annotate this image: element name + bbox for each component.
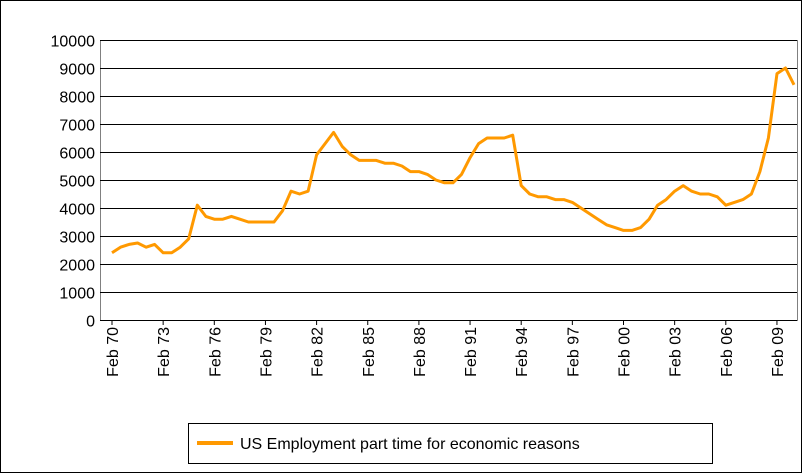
data-line: [111, 66, 796, 255]
y-tick-label: 5000: [59, 174, 95, 191]
x-tick-label: Feb 91: [463, 327, 480, 377]
y-tick-label: 8000: [59, 90, 95, 107]
x-tick-label: Feb 70: [105, 327, 122, 377]
x-tick-label: Feb 85: [361, 327, 378, 377]
x-tick-label: Feb 94: [514, 327, 531, 377]
x-tick-label: Feb 79: [258, 327, 275, 377]
y-tick-label: 3000: [59, 230, 95, 247]
x-tick-label: Feb 73: [156, 327, 173, 377]
x-tick-label: Feb 06: [719, 327, 736, 377]
legend-label: US Employment part time for economic rea…: [240, 436, 580, 453]
y-tick-label: 1000: [59, 286, 95, 303]
x-tick-label: Feb 09: [770, 327, 787, 377]
y-tick-label: 10000: [51, 34, 96, 51]
y-tick-label: 4000: [59, 202, 95, 219]
x-tick-label: Feb 76: [207, 327, 224, 377]
x-tick-label: Feb 97: [565, 327, 582, 377]
y-tick-label: 2000: [59, 258, 95, 275]
y-tick-label: 0: [86, 314, 95, 331]
y-tick-label: 7000: [59, 118, 95, 135]
legend-box: [188, 423, 713, 464]
y-tick-label: 9000: [59, 62, 95, 79]
x-tick-label: Feb 82: [310, 327, 327, 377]
x-tick-label: Feb 03: [668, 327, 685, 377]
x-tick-label: Feb 00: [617, 327, 634, 377]
x-tick-label: Feb 88: [412, 327, 429, 377]
y-tick-label: 6000: [59, 146, 95, 163]
